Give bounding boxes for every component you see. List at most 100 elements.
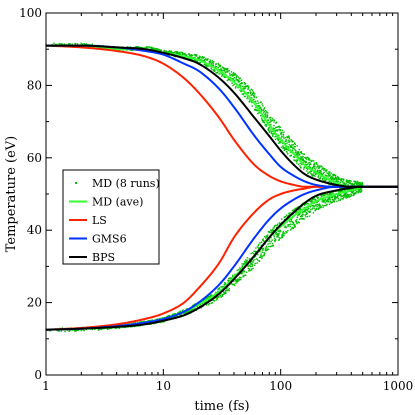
md-run-point	[163, 49, 165, 52]
md-run-point	[215, 291, 217, 294]
md-run-point	[298, 157, 300, 159]
md-run-point	[193, 308, 195, 310]
md-run-point	[219, 65, 221, 68]
md-run-point	[248, 98, 250, 100]
md-run-point	[283, 149, 286, 152]
md-run-point	[354, 189, 357, 191]
md-run-point	[252, 261, 254, 263]
md-run-point	[213, 68, 215, 71]
md-run-point	[309, 166, 312, 168]
md-run-point	[191, 54, 194, 56]
md-run-point	[195, 60, 197, 62]
md-run-point	[145, 46, 148, 48]
md-run-point	[333, 195, 335, 197]
md-run-point	[241, 272, 244, 274]
md-run-point	[326, 199, 328, 202]
md-run-point	[313, 165, 315, 167]
md-run-point	[279, 126, 281, 129]
md-run-point	[272, 135, 274, 138]
md-run-point	[252, 260, 255, 262]
md-run-point	[342, 178, 345, 181]
md-run-point	[294, 207, 296, 210]
md-run-point	[320, 206, 322, 209]
md-run-point	[266, 114, 269, 116]
md-run-point	[233, 73, 235, 75]
md-run-point	[57, 330, 59, 332]
md-run-point	[249, 92, 252, 95]
md-run-point	[262, 105, 264, 107]
md-run-point	[324, 193, 326, 196]
md-run-point	[245, 85, 247, 88]
md-run-point	[295, 207, 298, 209]
md-run-point	[323, 171, 325, 174]
md-run-point	[300, 159, 303, 161]
md-run-point	[91, 328, 94, 331]
md-run-point	[240, 90, 242, 93]
md-run-point	[263, 251, 265, 254]
md-run-point	[295, 151, 297, 153]
md-run-point	[283, 226, 286, 228]
md-run-point	[265, 112, 267, 114]
md-run-point	[296, 162, 298, 164]
md-run-point	[305, 161, 308, 163]
md-run-point	[290, 145, 292, 148]
md-run-point	[240, 85, 242, 87]
md-run-point	[301, 205, 303, 208]
md-run-point	[320, 165, 322, 167]
md-run-point	[294, 143, 297, 146]
md-run-point	[321, 195, 323, 197]
md-run-point	[296, 219, 298, 221]
md-run-point	[275, 121, 278, 123]
md-run-point	[249, 264, 251, 267]
md-run-point	[300, 167, 302, 169]
md-run-point	[346, 196, 349, 199]
md-run-point	[188, 53, 190, 55]
md-run-point	[58, 42, 60, 45]
md-run-point	[356, 183, 358, 185]
md-run-point	[235, 86, 237, 88]
md-run-point	[166, 315, 168, 318]
md-run-point	[317, 196, 319, 198]
md-run-point	[285, 147, 288, 149]
md-run-point	[270, 230, 273, 232]
md-run-point	[316, 170, 319, 173]
md-run-point	[318, 205, 321, 207]
md-run-point	[178, 53, 180, 55]
md-run-point	[259, 256, 262, 259]
md-run-point	[330, 176, 332, 178]
md-run-point	[308, 158, 311, 160]
md-run-point	[241, 272, 243, 275]
md-run-point	[299, 158, 302, 160]
md-run-point	[243, 262, 245, 265]
md-run-point	[293, 226, 295, 229]
md-run-point	[246, 96, 249, 98]
md-run-point	[206, 66, 208, 68]
md-run-point	[322, 200, 324, 203]
md-run-point	[284, 216, 286, 218]
md-run-point	[347, 181, 350, 183]
md-run-point	[148, 46, 150, 48]
md-run-point	[329, 198, 331, 201]
md-run-point	[299, 215, 302, 218]
md-run-point	[278, 232, 280, 234]
md-run-point	[273, 121, 275, 123]
md-run-point	[292, 147, 294, 149]
md-run-point	[317, 171, 320, 174]
md-run-point	[282, 133, 284, 135]
md-run-point	[290, 145, 293, 148]
md-run-point	[313, 162, 316, 164]
md-run-point	[303, 153, 306, 155]
x-tick-label: 100	[269, 379, 292, 393]
md-run-point	[340, 194, 342, 196]
md-run-point	[270, 123, 272, 126]
md-run-point	[236, 75, 238, 77]
md-run-point	[213, 61, 215, 63]
md-run-point	[261, 251, 263, 253]
md-run-point	[180, 314, 183, 316]
md-run-point	[279, 230, 282, 233]
md-run-point	[222, 293, 224, 296]
md-run-point	[240, 276, 242, 279]
md-run-point	[307, 207, 310, 210]
md-run-point	[344, 183, 346, 186]
md-run-point	[237, 278, 239, 280]
